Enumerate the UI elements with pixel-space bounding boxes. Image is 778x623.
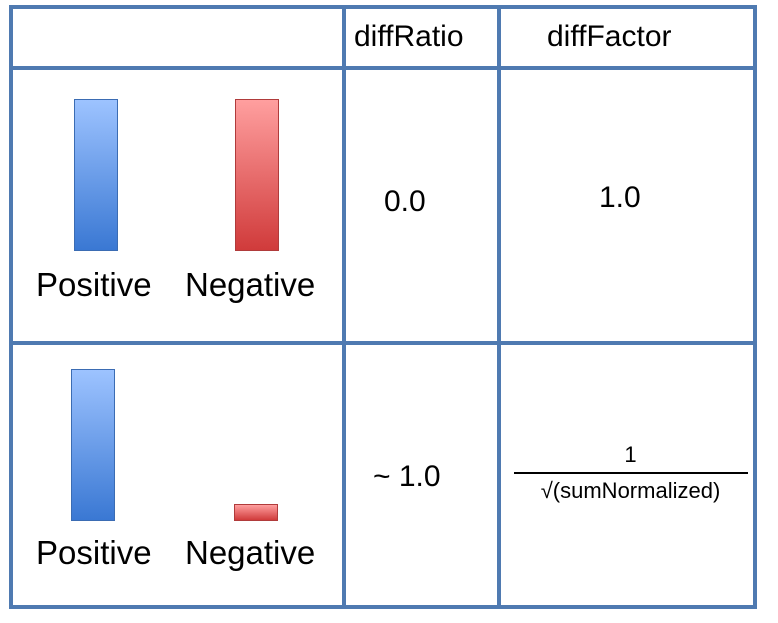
table-border-right	[753, 5, 757, 609]
negative-label: Negative	[185, 266, 316, 303]
comparison-table: diffRatio diffFactor Positive Negative 0…	[9, 5, 757, 609]
row-divider	[9, 341, 757, 345]
diff-ratio-value: 0.0	[384, 185, 426, 218]
negative-label: Negative	[185, 534, 316, 571]
column-divider-1	[342, 5, 346, 609]
positive-bar	[71, 369, 115, 521]
diff-ratio-value: ~ 1.0	[373, 460, 441, 493]
diff-factor-value: 1.0	[599, 181, 641, 214]
positive-label: Positive	[36, 266, 152, 303]
formula-numerator: 1	[624, 442, 637, 467]
header-divider	[9, 66, 757, 70]
fraction-bar	[513, 472, 748, 474]
negative-bar	[234, 504, 278, 521]
positive-bar	[74, 99, 118, 251]
formula-denominator: √(sumNormalized)	[540, 477, 721, 503]
table-border-bottom	[9, 605, 757, 609]
diff-factor-formula: 1 √(sumNormalized)	[506, 442, 755, 504]
positive-label: Positive	[36, 534, 152, 571]
header-diff-ratio: diffRatio	[354, 20, 464, 53]
table-border-left	[9, 5, 13, 609]
negative-bar	[235, 99, 279, 251]
table-border-top	[9, 5, 757, 9]
column-divider-2	[497, 5, 501, 609]
header-diff-factor: diffFactor	[547, 20, 672, 53]
